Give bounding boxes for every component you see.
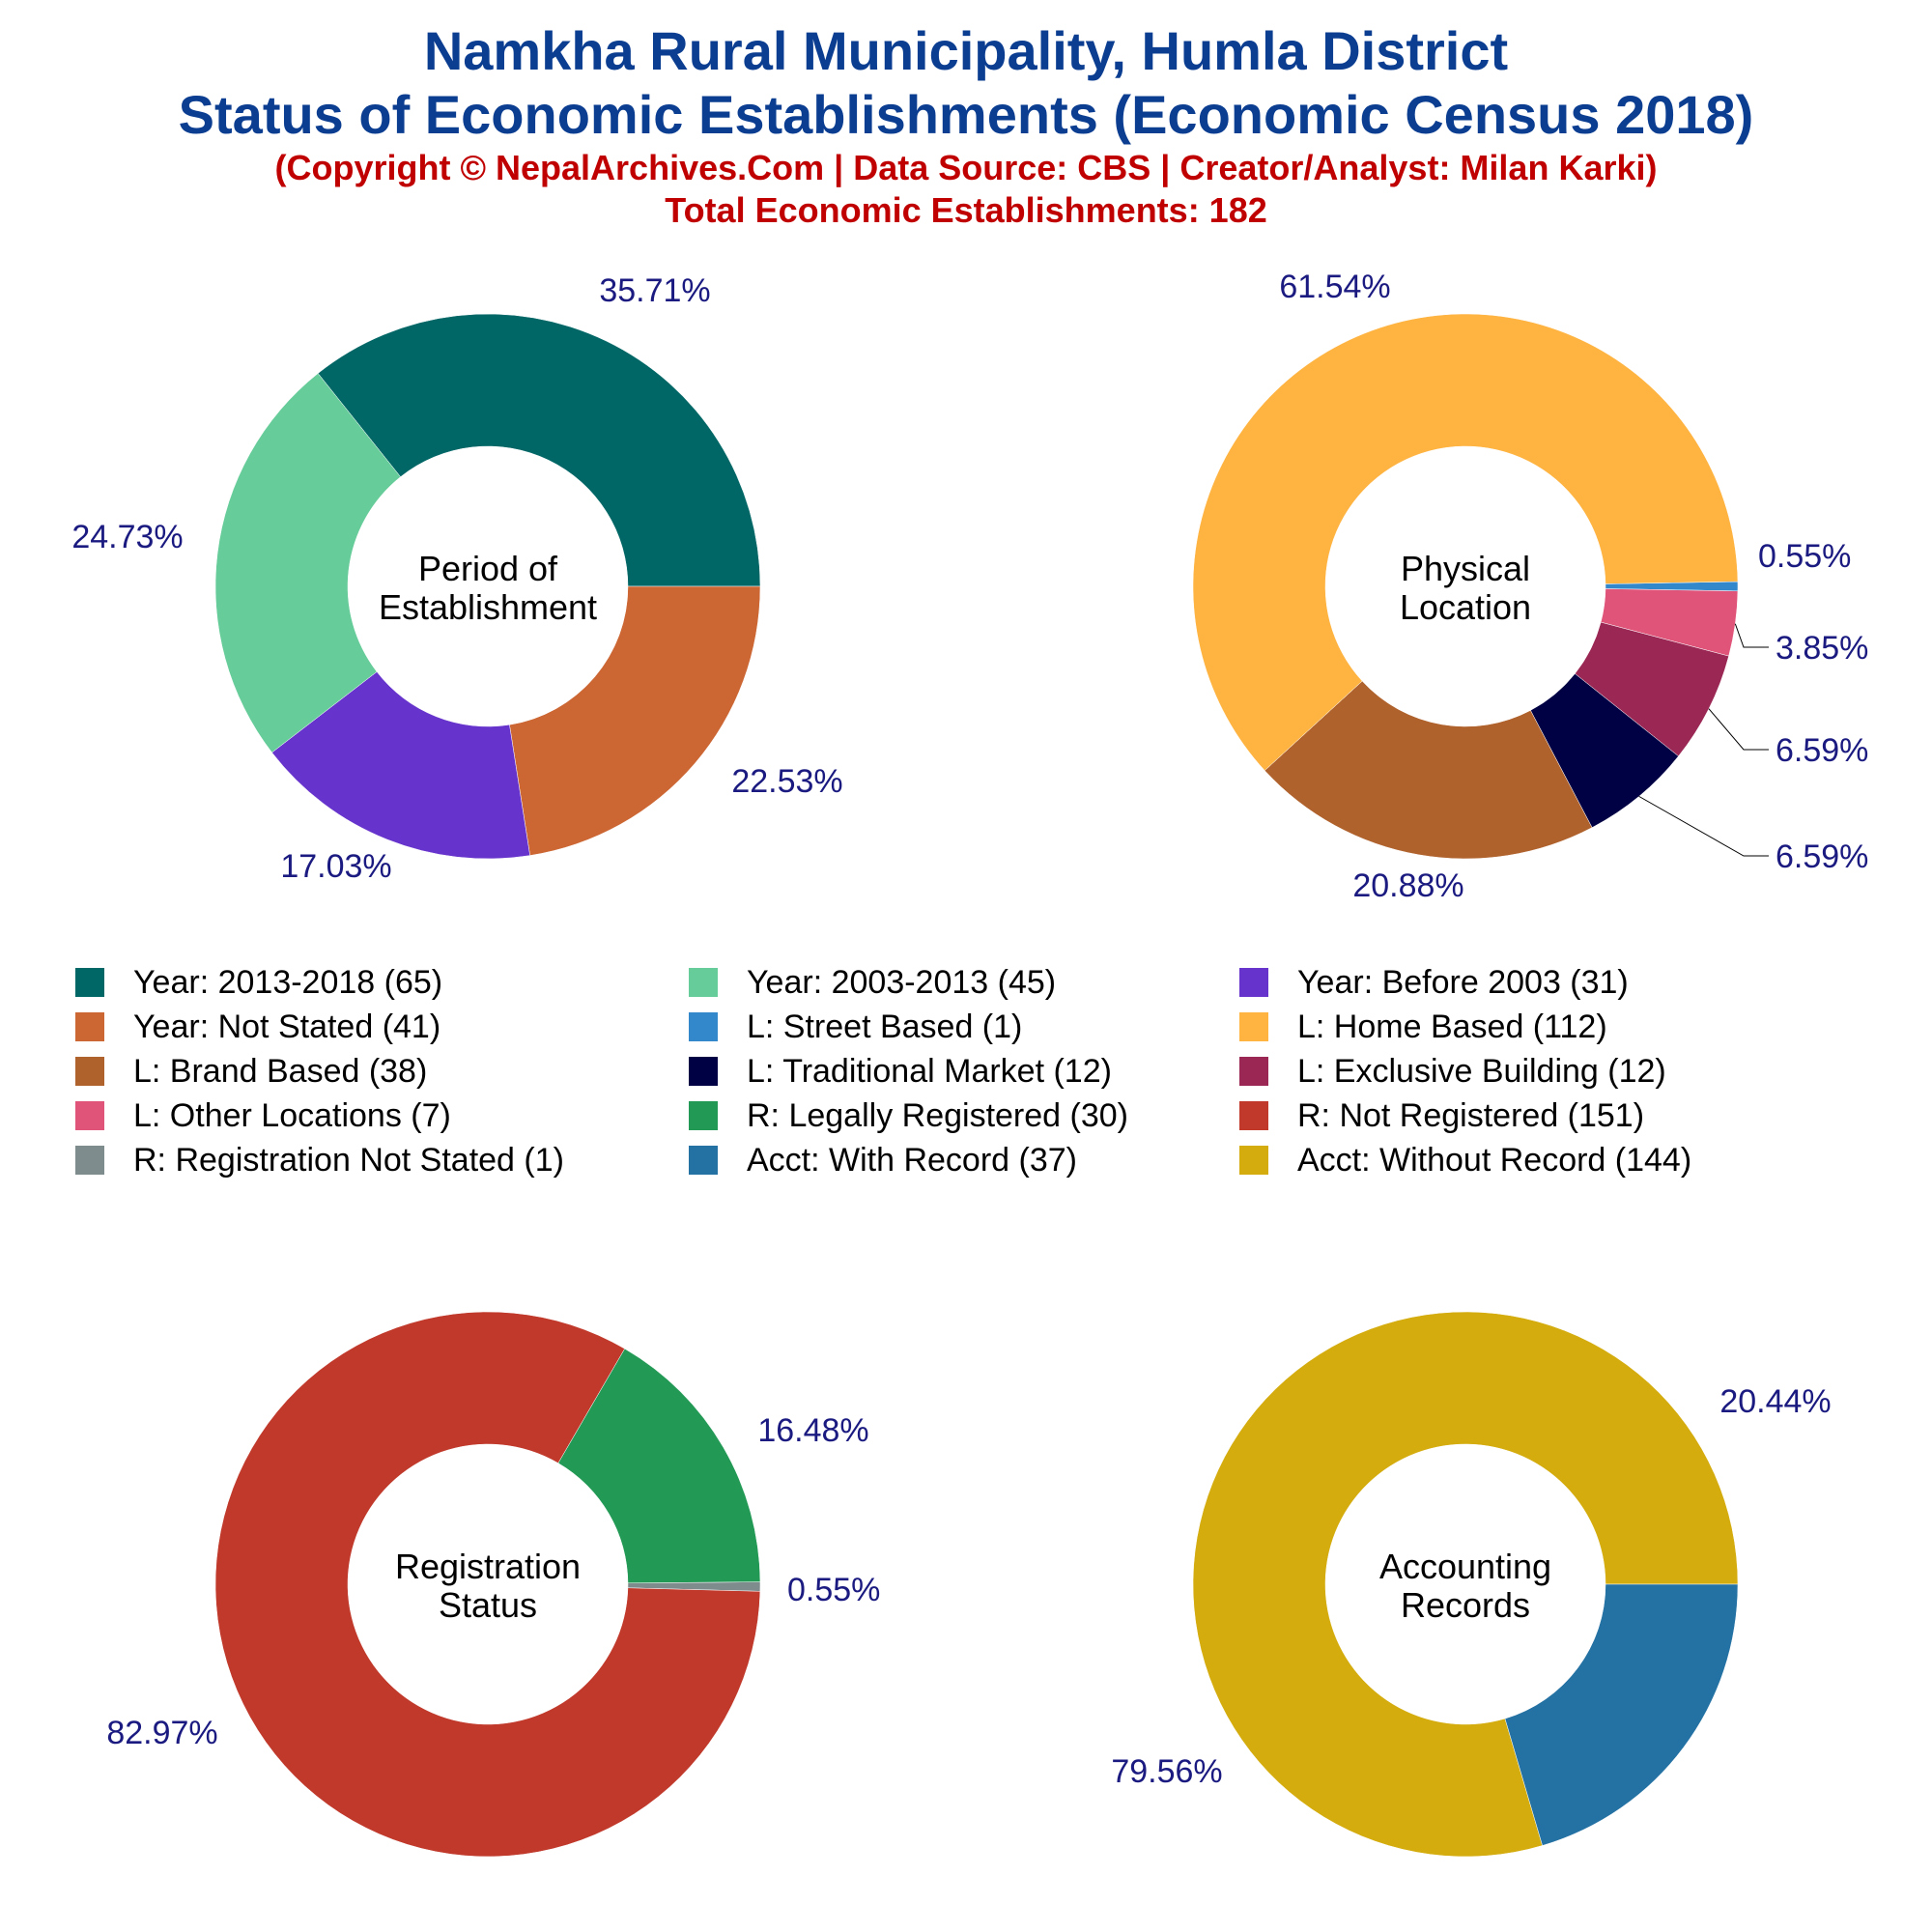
legend-item-l-home-based-112: L: Home Based (112) <box>1239 1009 1838 1045</box>
legend-label: L: Exclusive Building (12) <box>1297 1052 1666 1090</box>
legend-label: R: Legally Registered (30) <box>747 1096 1128 1134</box>
legend-label: Year: Not Stated (41) <box>133 1008 441 1045</box>
legend-swatch <box>689 1146 718 1175</box>
legend-item-year-2013-2018-65: Year: 2013-2018 (65) <box>75 964 689 1001</box>
legend-item-r-registration-not-stated-1: R: Registration Not Stated (1) <box>75 1142 689 1179</box>
center-label-line-1: Registration <box>395 1547 581 1586</box>
slice-year-2013-2018 <box>317 313 761 587</box>
chart-titles: Namkha Rural Municipality, Humla Distric… <box>0 19 1932 232</box>
legend-label: L: Brand Based (38) <box>133 1052 428 1090</box>
slice-l-brand-based <box>1264 680 1593 860</box>
leader-line-l-other-locations <box>1734 623 1769 648</box>
slice-acct-without-record <box>1192 1311 1739 1858</box>
total-establishments: Total Economic Establishments: 182 <box>665 190 1267 230</box>
legend-item-acct-with-record-37: Acct: With Record (37) <box>689 1142 1239 1179</box>
center-label-line-2: Location <box>1400 587 1531 627</box>
percent-label-r-registration-not-stated: 0.55% <box>787 1572 880 1608</box>
legend-label: R: Registration Not Stated (1) <box>133 1141 564 1179</box>
legend-item-l-street-based-1: L: Street Based (1) <box>689 1009 1239 1045</box>
center-label-line-2: Status <box>439 1585 537 1625</box>
percent-label-year-2003-2013: 24.73% <box>71 519 183 555</box>
legend-swatch <box>689 1101 718 1130</box>
slice-year-2003-2013 <box>214 373 401 753</box>
legend-swatch <box>689 1012 718 1041</box>
legend-label: L: Other Locations (7) <box>133 1096 451 1134</box>
center-label-line-1: Physical <box>1401 549 1530 588</box>
center-label-line-2: Records <box>1401 1585 1530 1625</box>
legend-swatch <box>689 968 718 997</box>
percent-label-l-street-based: 0.55% <box>1758 538 1851 575</box>
legend-swatch <box>75 1146 104 1175</box>
legend-swatch <box>1239 1057 1268 1086</box>
leader-line-l-traditional-market <box>1638 795 1769 857</box>
percent-label-acct-with-record: 20.44% <box>1719 1383 1831 1420</box>
legend-swatch <box>1239 1012 1268 1041</box>
slice-r-not-registered <box>214 1311 761 1858</box>
legend-swatch <box>75 1101 104 1130</box>
percent-label-l-home-based: 61.54% <box>1279 269 1390 305</box>
legend-item-year-2003-2013-45: Year: 2003-2013 (45) <box>689 964 1239 1001</box>
percent-label-year-before-2003: 17.03% <box>280 848 391 885</box>
donut-chart-1: 35.71% 22.53% 17.03% 24.73% Period ofEstabli… <box>71 272 842 885</box>
legend: Year: 2013-2018 (65) Year: 2003-2013 (45)… <box>75 964 1891 1179</box>
leader-line-l-exclusive-building <box>1708 708 1769 751</box>
legend-label: Year: 2003-2013 (45) <box>747 963 1057 1001</box>
legend-label: Year: Before 2003 (31) <box>1297 963 1629 1001</box>
legend-item-l-other-locations-7: L: Other Locations (7) <box>75 1097 689 1134</box>
legend-swatch <box>75 968 104 997</box>
copyright-line: (Copyright © NepalArchives.Com | Data So… <box>274 148 1658 187</box>
center-label-line-1: Period of <box>418 549 558 588</box>
legend-swatch <box>1239 1146 1268 1175</box>
percent-label-l-traditional-market: 6.59% <box>1776 838 1868 875</box>
legend-label: L: Traditional Market (12) <box>747 1052 1112 1090</box>
percent-label-acct-without-record: 79.56% <box>1111 1753 1222 1790</box>
legend-item-year-not-stated-41: Year: Not Stated (41) <box>75 1009 689 1045</box>
title-line-2: Status of Economic Establishments (Econo… <box>178 84 1754 145</box>
legend-item-l-brand-based-38: L: Brand Based (38) <box>75 1053 689 1090</box>
slice-acct-with-record <box>1504 1583 1739 1846</box>
legend-label: Year: 2013-2018 (65) <box>133 963 443 1001</box>
donut-chart-2: 0.55% 3.85% 6.59% 6.59% 20.88% 61.54% Physical… <box>1192 269 1868 904</box>
legend-label: Acct: Without Record (144) <box>1297 1141 1692 1179</box>
legend-item-acct-without-record-144: Acct: Without Record (144) <box>1239 1142 1838 1179</box>
percent-label-l-brand-based: 20.88% <box>1352 867 1463 904</box>
percent-label-l-exclusive-building: 6.59% <box>1776 732 1868 769</box>
percent-label-r-legally-registered: 16.48% <box>757 1412 868 1449</box>
center-label-line-1: Accounting <box>1379 1547 1551 1586</box>
percent-label-l-other-locations: 3.85% <box>1776 630 1868 667</box>
legend-swatch <box>1239 968 1268 997</box>
legend-swatch <box>75 1012 104 1041</box>
percent-label-year-2013-2018: 35.71% <box>599 272 710 309</box>
legend-swatch <box>1239 1101 1268 1130</box>
center-label-line-2: Establishment <box>379 587 597 627</box>
slice-l-home-based <box>1192 313 1739 772</box>
slice-year-before-2003 <box>271 671 530 860</box>
legend-item-l-traditional-market-12: L: Traditional Market (12) <box>689 1053 1239 1090</box>
legend-item-r-legally-registered-30: R: Legally Registered (30) <box>689 1097 1239 1134</box>
legend-item-year-before-2003-31: Year: Before 2003 (31) <box>1239 964 1838 1001</box>
legend-label: L: Home Based (112) <box>1297 1008 1607 1045</box>
legend-label: L: Street Based (1) <box>747 1008 1023 1045</box>
legend-label: R: Not Registered (151) <box>1297 1096 1645 1134</box>
slice-r-legally-registered <box>557 1348 761 1584</box>
slice-year-not-stated <box>509 585 761 856</box>
legend-item-l-exclusive-building-12: L: Exclusive Building (12) <box>1239 1053 1838 1090</box>
title-line-1: Namkha Rural Municipality, Humla Distric… <box>423 20 1509 81</box>
legend-swatch <box>689 1057 718 1086</box>
legend-label: Acct: With Record (37) <box>747 1141 1077 1179</box>
legend-swatch <box>75 1057 104 1086</box>
percent-label-year-not-stated: 22.53% <box>731 763 842 800</box>
percent-label-r-not-registered: 82.97% <box>106 1715 217 1751</box>
legend-item-r-not-registered-151: R: Not Registered (151) <box>1239 1097 1838 1134</box>
